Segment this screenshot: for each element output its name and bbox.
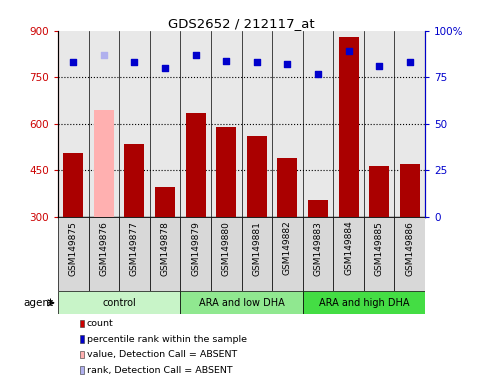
Point xyxy=(375,63,383,69)
Point xyxy=(345,48,353,54)
Bar xyxy=(247,136,267,217)
Bar xyxy=(303,291,425,314)
Bar xyxy=(211,217,242,291)
Text: GSM149879: GSM149879 xyxy=(191,221,200,276)
Point xyxy=(100,52,108,58)
Bar xyxy=(58,291,180,314)
Bar xyxy=(80,335,84,343)
Text: control: control xyxy=(102,298,136,308)
Point xyxy=(314,71,322,77)
Bar xyxy=(58,217,88,291)
Text: count: count xyxy=(86,319,114,328)
Bar xyxy=(216,127,236,217)
Text: ARA and low DHA: ARA and low DHA xyxy=(199,298,284,308)
Bar xyxy=(63,153,83,217)
Point xyxy=(70,59,77,65)
Point xyxy=(406,59,413,65)
Bar xyxy=(308,200,328,217)
Point xyxy=(192,52,199,58)
Bar xyxy=(180,217,211,291)
Text: GSM149881: GSM149881 xyxy=(252,221,261,276)
Text: ARA and high DHA: ARA and high DHA xyxy=(319,298,409,308)
Bar xyxy=(303,217,333,291)
Point xyxy=(284,61,291,67)
Text: agent: agent xyxy=(23,298,53,308)
Text: GSM149884: GSM149884 xyxy=(344,221,353,275)
Bar xyxy=(400,164,420,217)
Text: GSM149886: GSM149886 xyxy=(405,221,414,276)
Point xyxy=(130,59,138,65)
Bar xyxy=(94,110,114,217)
Bar xyxy=(364,217,395,291)
Text: rank, Detection Call = ABSENT: rank, Detection Call = ABSENT xyxy=(86,366,232,375)
Bar xyxy=(80,351,84,358)
Text: GSM149883: GSM149883 xyxy=(313,221,323,276)
Text: GSM149875: GSM149875 xyxy=(69,221,78,276)
Bar xyxy=(155,187,175,217)
Title: GDS2652 / 212117_at: GDS2652 / 212117_at xyxy=(168,17,315,30)
Text: GSM149876: GSM149876 xyxy=(99,221,108,276)
Bar xyxy=(125,144,144,217)
Bar xyxy=(369,166,389,217)
Bar xyxy=(272,217,303,291)
Point xyxy=(253,59,261,65)
Bar xyxy=(88,217,119,291)
Text: GSM149880: GSM149880 xyxy=(222,221,231,276)
Bar xyxy=(277,158,298,217)
Text: GSM149885: GSM149885 xyxy=(375,221,384,276)
Bar xyxy=(242,217,272,291)
Bar xyxy=(339,37,358,217)
Bar xyxy=(180,291,303,314)
Point xyxy=(222,58,230,64)
Bar xyxy=(80,366,84,374)
Bar xyxy=(395,217,425,291)
Bar xyxy=(185,113,206,217)
Text: GSM149877: GSM149877 xyxy=(130,221,139,276)
Bar xyxy=(333,217,364,291)
Bar xyxy=(80,320,84,327)
Bar xyxy=(119,217,150,291)
Text: percentile rank within the sample: percentile rank within the sample xyxy=(86,334,247,344)
Text: value, Detection Call = ABSENT: value, Detection Call = ABSENT xyxy=(86,350,237,359)
Point xyxy=(161,65,169,71)
Text: GSM149882: GSM149882 xyxy=(283,221,292,275)
Text: GSM149878: GSM149878 xyxy=(160,221,170,276)
Bar xyxy=(150,217,180,291)
